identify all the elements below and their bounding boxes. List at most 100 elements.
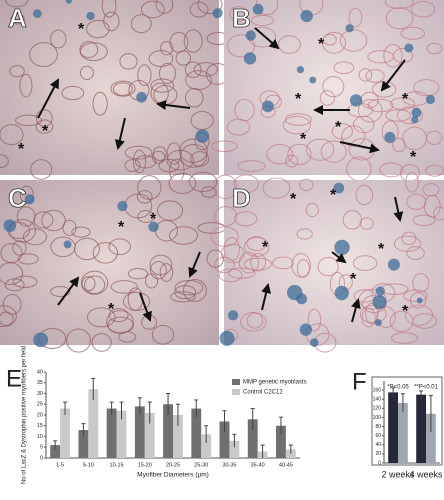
asterisk: * xyxy=(402,91,409,108)
cell xyxy=(189,1,209,18)
cell xyxy=(86,307,116,328)
cell xyxy=(136,190,153,204)
stain xyxy=(65,0,72,4)
y-tick-label: 20 xyxy=(37,412,43,418)
cell xyxy=(134,155,157,169)
cell xyxy=(385,109,412,122)
cell xyxy=(33,211,54,229)
stain xyxy=(195,129,210,143)
y-tick-label: 20 xyxy=(375,451,381,457)
stain xyxy=(24,194,35,205)
cell xyxy=(391,332,419,344)
asterisk: * xyxy=(108,301,115,318)
arrow xyxy=(331,251,347,264)
asterisk: * xyxy=(402,303,409,320)
stain xyxy=(63,240,72,249)
cell xyxy=(361,307,376,328)
cell xyxy=(112,82,133,96)
cell xyxy=(251,14,275,27)
cell xyxy=(291,253,311,278)
cell xyxy=(227,267,256,279)
bar xyxy=(398,402,408,463)
cell xyxy=(159,62,176,85)
bar xyxy=(106,408,117,458)
cell xyxy=(384,0,414,9)
cell xyxy=(255,0,279,16)
stain xyxy=(148,221,159,232)
asterisk: * xyxy=(262,239,269,256)
cell xyxy=(229,5,248,22)
cell xyxy=(214,206,238,227)
bar xyxy=(144,412,155,458)
cell xyxy=(226,34,255,58)
asterisk: * xyxy=(295,91,302,108)
cell xyxy=(411,0,436,18)
arrow xyxy=(57,276,80,306)
stain xyxy=(334,285,349,301)
cell xyxy=(159,263,174,282)
cell xyxy=(22,228,48,246)
bar xyxy=(60,408,70,458)
cell xyxy=(296,259,310,278)
bar xyxy=(173,415,183,458)
stain xyxy=(416,297,423,304)
legend-label: Control C2C12 xyxy=(243,390,283,396)
cell xyxy=(107,316,134,334)
cell xyxy=(17,253,39,265)
cell xyxy=(0,154,9,169)
stain xyxy=(228,310,239,321)
cell xyxy=(16,206,36,227)
cell xyxy=(188,171,218,193)
arrow xyxy=(254,27,280,50)
cell xyxy=(130,14,152,34)
cell xyxy=(71,226,91,238)
asterisk: * xyxy=(318,36,325,53)
arrow xyxy=(380,59,406,92)
arrow xyxy=(156,100,191,110)
cell xyxy=(296,228,313,240)
cell xyxy=(413,79,440,97)
x-tick-label: 1-5 xyxy=(56,462,64,468)
panel-label: E xyxy=(6,365,22,392)
cell xyxy=(272,256,294,270)
arrows xyxy=(37,27,406,323)
cell xyxy=(379,162,404,178)
cell xyxy=(124,145,153,160)
y-tick-label: 0 xyxy=(40,455,43,461)
cell xyxy=(287,143,312,166)
y-tick-label: 160 xyxy=(373,387,382,393)
cell xyxy=(74,237,100,261)
x-tick-label: 2 weeks xyxy=(381,469,415,479)
cell xyxy=(284,113,312,126)
cell xyxy=(383,43,403,68)
cell xyxy=(151,324,175,345)
x-tick-label: 35-40 xyxy=(251,462,265,468)
cell xyxy=(406,193,427,210)
y-tick-label: 60 xyxy=(375,433,381,439)
stain xyxy=(345,24,354,33)
bar xyxy=(78,430,89,458)
bar xyxy=(276,425,286,458)
y-tick-label: 40 xyxy=(37,369,43,375)
asterisk: * xyxy=(350,271,357,288)
cell xyxy=(402,126,427,151)
y-tick-label: 35 xyxy=(37,380,43,386)
cell xyxy=(319,90,335,106)
y-tick-label: 10 xyxy=(37,434,43,440)
panel-f-frame xyxy=(371,376,443,466)
stain xyxy=(309,338,319,347)
cell xyxy=(348,7,363,28)
cell xyxy=(79,41,99,59)
cell xyxy=(321,31,347,54)
cell xyxy=(110,80,136,97)
cell xyxy=(214,256,235,274)
cell xyxy=(299,178,314,192)
cell xyxy=(106,310,134,334)
asterisk: * xyxy=(78,21,85,38)
cell xyxy=(353,289,377,303)
cell xyxy=(246,312,264,329)
cell xyxy=(385,7,414,30)
stain xyxy=(372,295,387,310)
stain xyxy=(33,332,49,348)
cell xyxy=(365,302,379,325)
